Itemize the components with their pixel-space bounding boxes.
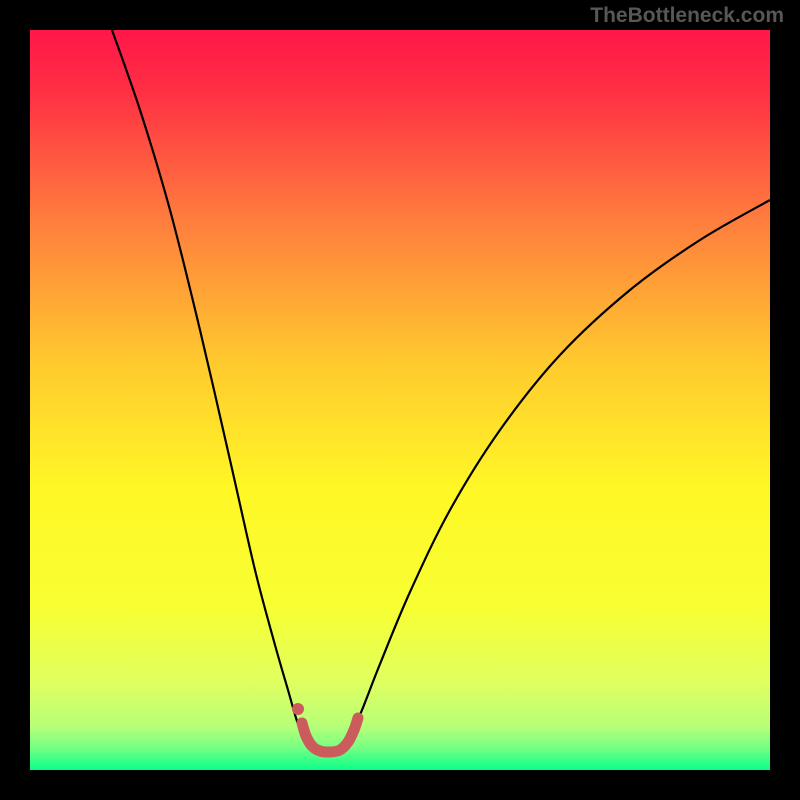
left-curve [112,30,301,732]
plot-area [30,30,770,770]
marker-u-path [302,718,358,752]
watermark-text: TheBottleneck.com [590,4,784,28]
chart-container: TheBottleneck.com [0,0,800,800]
right-curve [352,200,770,732]
curves-layer [30,30,770,770]
marker-dot [292,703,304,715]
